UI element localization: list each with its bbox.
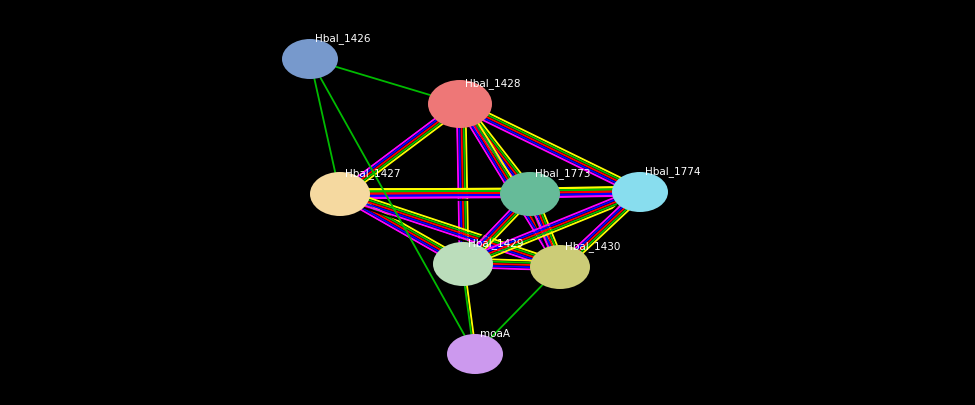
Ellipse shape	[282, 40, 338, 80]
Ellipse shape	[447, 334, 503, 374]
Text: Hbal_1774: Hbal_1774	[645, 166, 700, 177]
Text: Hbal_1430: Hbal_1430	[565, 241, 620, 252]
Ellipse shape	[310, 173, 370, 216]
Text: Hbal_1426: Hbal_1426	[315, 33, 370, 44]
Ellipse shape	[428, 81, 492, 129]
Ellipse shape	[530, 245, 590, 289]
Text: Hbal_1428: Hbal_1428	[465, 78, 521, 89]
Ellipse shape	[500, 173, 560, 216]
Text: moaA: moaA	[480, 328, 510, 338]
Text: Hbal_1427: Hbal_1427	[345, 168, 401, 179]
Ellipse shape	[612, 173, 668, 213]
Text: Hbal_1429: Hbal_1429	[468, 237, 524, 248]
Text: Hbal_1773: Hbal_1773	[535, 168, 591, 179]
Ellipse shape	[433, 243, 493, 286]
